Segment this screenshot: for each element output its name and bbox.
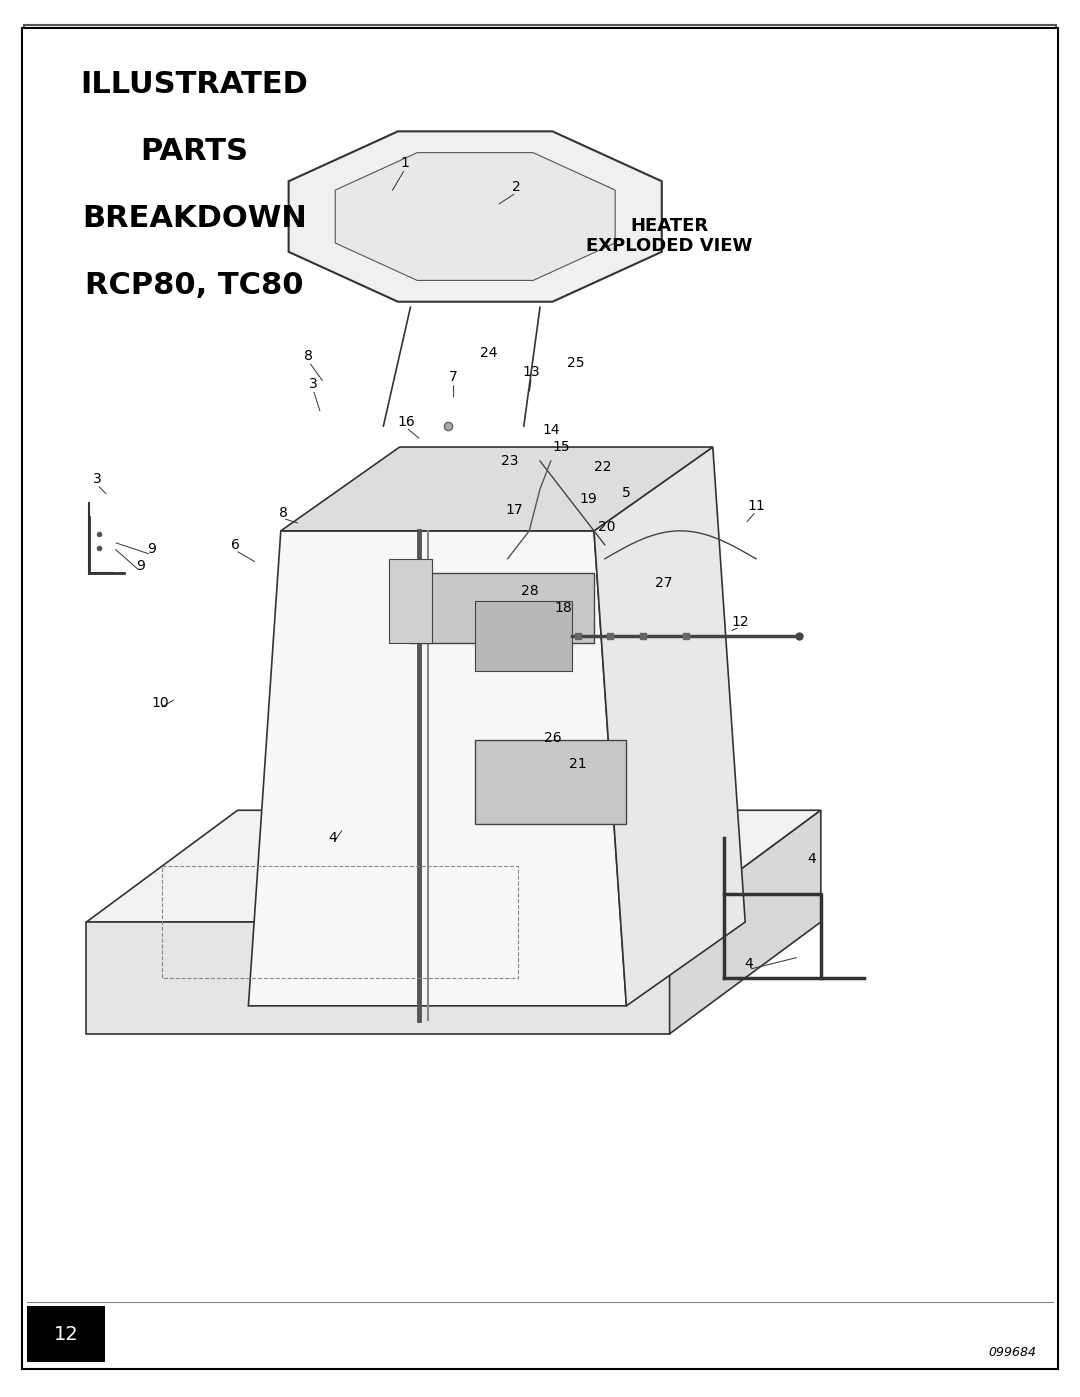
FancyBboxPatch shape (22, 28, 1058, 1369)
Polygon shape (288, 131, 662, 302)
Text: 10: 10 (151, 696, 168, 710)
Polygon shape (670, 810, 821, 1034)
Text: 27: 27 (656, 576, 673, 590)
Polygon shape (335, 152, 616, 281)
Text: RCP80, TC80: RCP80, TC80 (85, 271, 303, 300)
Text: 4: 4 (744, 957, 753, 971)
FancyBboxPatch shape (27, 1306, 105, 1362)
Polygon shape (410, 573, 594, 643)
Text: 3: 3 (309, 377, 318, 391)
Text: ILLUSTRATED: ILLUSTRATED (81, 70, 308, 99)
Text: 2: 2 (512, 180, 521, 194)
Polygon shape (86, 810, 821, 922)
Text: BREAKDOWN: BREAKDOWN (82, 204, 307, 233)
Text: 16: 16 (397, 415, 415, 429)
Text: 6: 6 (231, 538, 240, 552)
Polygon shape (594, 447, 745, 1006)
Text: 099684: 099684 (989, 1345, 1037, 1359)
Polygon shape (389, 559, 432, 643)
Text: 17: 17 (505, 503, 523, 517)
Text: 4: 4 (328, 831, 337, 845)
Text: 11: 11 (747, 499, 765, 513)
Polygon shape (248, 531, 626, 1006)
Text: 8: 8 (305, 349, 313, 363)
Text: 23: 23 (501, 454, 518, 468)
Polygon shape (475, 740, 626, 824)
Text: 8: 8 (279, 506, 287, 520)
Polygon shape (86, 922, 670, 1034)
Text: 21: 21 (569, 757, 586, 771)
Text: 13: 13 (523, 365, 540, 379)
Text: 4: 4 (808, 852, 816, 866)
Text: 19: 19 (580, 492, 597, 506)
Text: HEATER
EXPLODED VIEW: HEATER EXPLODED VIEW (586, 217, 753, 256)
Text: 9: 9 (136, 559, 145, 573)
Text: 24: 24 (481, 346, 498, 360)
Text: 28: 28 (522, 584, 539, 598)
Text: 15: 15 (553, 440, 570, 454)
Text: 7: 7 (449, 370, 458, 384)
Text: 26: 26 (544, 731, 562, 745)
Text: 9: 9 (147, 542, 156, 556)
Text: 1: 1 (401, 156, 409, 170)
Text: 14: 14 (542, 423, 559, 437)
Text: 22: 22 (594, 460, 611, 474)
Text: 25: 25 (567, 356, 584, 370)
Polygon shape (281, 447, 713, 531)
Text: 18: 18 (555, 601, 572, 615)
Text: 12: 12 (54, 1324, 78, 1344)
Text: 5: 5 (622, 486, 631, 500)
Text: 3: 3 (93, 472, 102, 486)
Text: 12: 12 (731, 615, 748, 629)
Polygon shape (475, 601, 572, 671)
Text: PARTS: PARTS (140, 137, 248, 166)
Text: 20: 20 (598, 520, 616, 534)
